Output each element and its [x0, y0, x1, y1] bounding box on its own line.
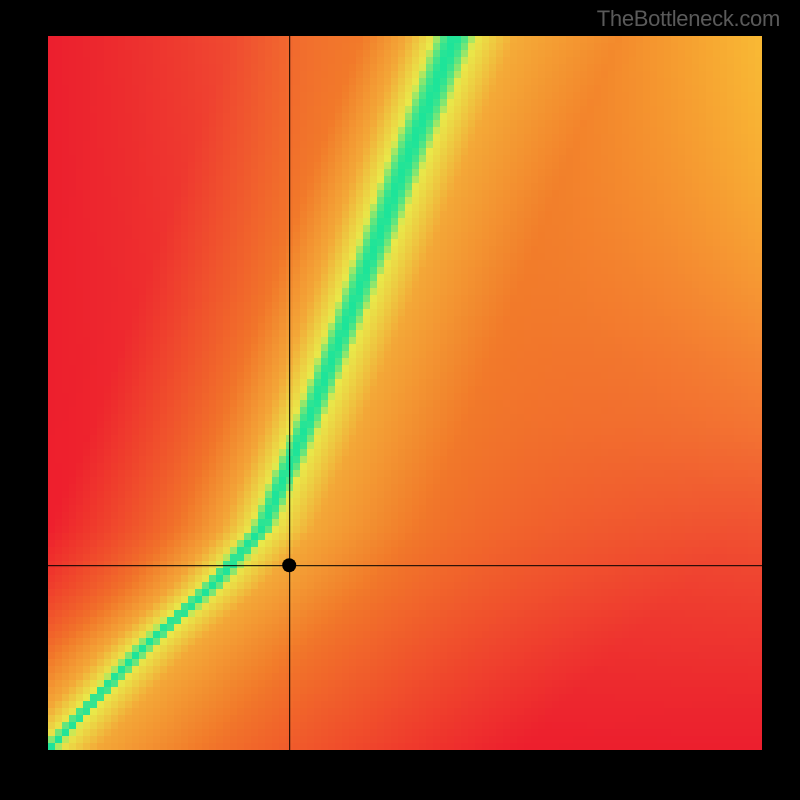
heatmap-canvas — [0, 0, 800, 800]
chart-container: TheBottleneck.com — [0, 0, 800, 800]
watermark-text: TheBottleneck.com — [597, 6, 780, 32]
